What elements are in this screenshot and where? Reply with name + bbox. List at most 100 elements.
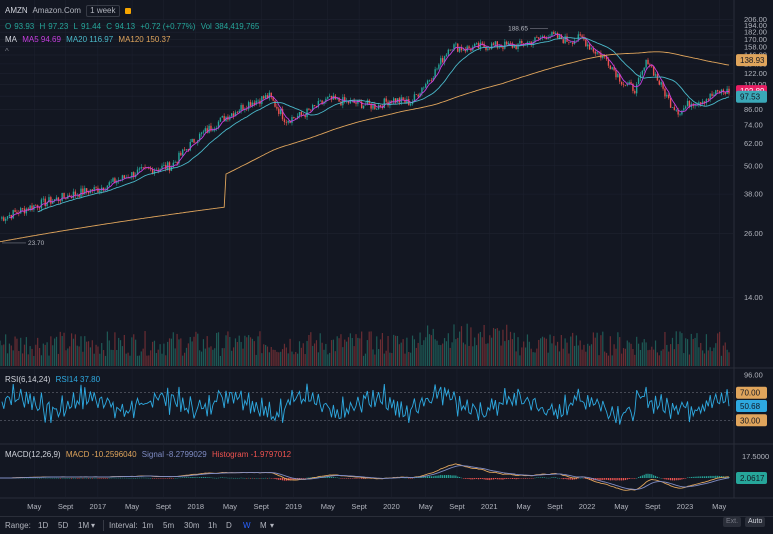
volume-bar xyxy=(675,331,677,366)
candle-body xyxy=(637,78,640,85)
candle-body xyxy=(683,108,685,111)
interval-m-button[interactable]: M xyxy=(260,521,267,530)
volume-bar xyxy=(78,346,80,366)
candle-body xyxy=(652,66,655,76)
macd-hist-bar xyxy=(415,477,417,479)
candle-body xyxy=(180,152,182,156)
candle-body xyxy=(556,33,559,38)
interval-badge[interactable]: 1 week xyxy=(86,5,120,17)
macd-hist-bar xyxy=(227,477,229,479)
candle-body xyxy=(718,91,721,94)
macd-hist-bar xyxy=(560,478,562,479)
volume-value: 384,419,765 xyxy=(214,22,260,31)
candle-body xyxy=(453,44,455,50)
candle-body xyxy=(490,43,493,50)
macd-hist-bar xyxy=(38,477,41,479)
candle-body xyxy=(705,99,708,104)
high-value: 97.23 xyxy=(48,22,69,31)
chart-area[interactable]: 206.00194.00182.00170.00158.00146.00134.… xyxy=(0,0,773,516)
volume-bar xyxy=(432,328,434,366)
volume-bar xyxy=(670,344,672,366)
candle-body xyxy=(182,149,184,156)
macd-hist-bar xyxy=(208,477,210,478)
volume-bar xyxy=(3,344,5,366)
macd-hist-bar xyxy=(167,478,169,479)
volume-bar xyxy=(366,340,368,366)
macd-hist-bar xyxy=(462,478,464,479)
macd-hist-bar xyxy=(413,477,416,479)
volume-bar xyxy=(157,349,159,366)
candle-body xyxy=(304,115,306,118)
candle-body xyxy=(681,110,683,115)
candle-body xyxy=(502,47,504,49)
volume-bar xyxy=(361,331,363,366)
collapse-legend-icon[interactable]: ^ xyxy=(5,47,9,56)
volume-bar xyxy=(449,347,451,366)
volume-bar xyxy=(430,335,432,366)
ma-label[interactable]: MA xyxy=(5,35,17,44)
ma20-price-badge: 97.53 xyxy=(740,93,761,102)
candle-body xyxy=(587,44,589,47)
candle-body xyxy=(232,113,235,117)
macd-hist-bar xyxy=(293,478,295,480)
macd-hist-bar xyxy=(470,478,472,480)
range-5d-button[interactable]: 5D xyxy=(58,521,69,530)
macd-hist-badge: 2.0617 xyxy=(740,474,765,483)
interval-1h-button[interactable]: 1h xyxy=(208,521,217,530)
candle-body xyxy=(596,52,598,54)
macd-hist-bar xyxy=(459,477,461,478)
volume-bar xyxy=(445,341,448,366)
macd-hist-bar xyxy=(540,477,542,478)
symbol-label[interactable]: AMZN xyxy=(5,6,28,15)
volume-bar xyxy=(59,331,61,366)
rsi-title[interactable]: RSI(6,14,24) xyxy=(5,375,51,384)
macd-hist-bar xyxy=(521,478,523,479)
x-tick-label: Sept xyxy=(547,502,563,511)
macd-hist-bar xyxy=(666,478,668,480)
volume-bar xyxy=(362,355,365,366)
volume-bar xyxy=(677,344,679,366)
macd-hist-bar xyxy=(161,478,163,479)
ext-hours-toggle[interactable]: Ext. xyxy=(723,517,742,527)
interval-1m-button[interactable]: 1m xyxy=(142,521,154,530)
macd-hist-bar xyxy=(23,477,26,479)
auto-scale-toggle[interactable]: Auto xyxy=(745,517,766,527)
candle-body xyxy=(441,58,444,63)
macd-title[interactable]: MACD(12,26,9) xyxy=(5,450,61,459)
volume-bar xyxy=(259,331,261,366)
candle-body xyxy=(709,93,711,100)
volume-bar xyxy=(112,349,114,366)
interval-30m-button[interactable]: 30m xyxy=(184,521,200,530)
candle-body xyxy=(59,200,61,202)
interval-w-button[interactable]: W xyxy=(243,521,251,530)
range-1d-button[interactable]: 1D xyxy=(38,521,49,530)
interval-5m-button[interactable]: 5m xyxy=(163,521,175,530)
volume-bar xyxy=(351,337,353,366)
macd-hist-bar xyxy=(59,478,61,479)
range-dropdown-icon[interactable]: ▾ xyxy=(91,521,96,530)
volume-bar xyxy=(325,343,327,366)
candle-body xyxy=(166,162,169,169)
macd-hist-bar xyxy=(91,478,93,479)
macd-hist-bar xyxy=(246,478,248,479)
candle-body xyxy=(430,79,433,81)
volume-bar xyxy=(180,338,182,366)
macd-hist-bar xyxy=(509,478,512,479)
macd-hist-bar xyxy=(428,476,431,478)
interval-d-button[interactable]: D xyxy=(226,521,232,530)
histogram-value: Histogram -1.9797012 xyxy=(211,450,292,459)
macd-hist-bar xyxy=(636,477,638,479)
volume-bar xyxy=(87,341,90,366)
macd-hist-bar xyxy=(645,473,647,478)
candle-body xyxy=(10,214,13,219)
volume-bar xyxy=(297,353,299,366)
macd-hist-bar xyxy=(334,477,336,478)
interval-dropdown-icon[interactable]: ▾ xyxy=(270,521,275,530)
candle-body xyxy=(106,185,109,190)
range-1m-button[interactable]: 1M xyxy=(78,521,90,530)
candle-body xyxy=(628,82,630,84)
macd-hist-bar xyxy=(417,477,419,479)
candle-body xyxy=(230,113,233,117)
macd-hist-bar xyxy=(443,475,446,478)
volume-bar xyxy=(69,346,71,366)
